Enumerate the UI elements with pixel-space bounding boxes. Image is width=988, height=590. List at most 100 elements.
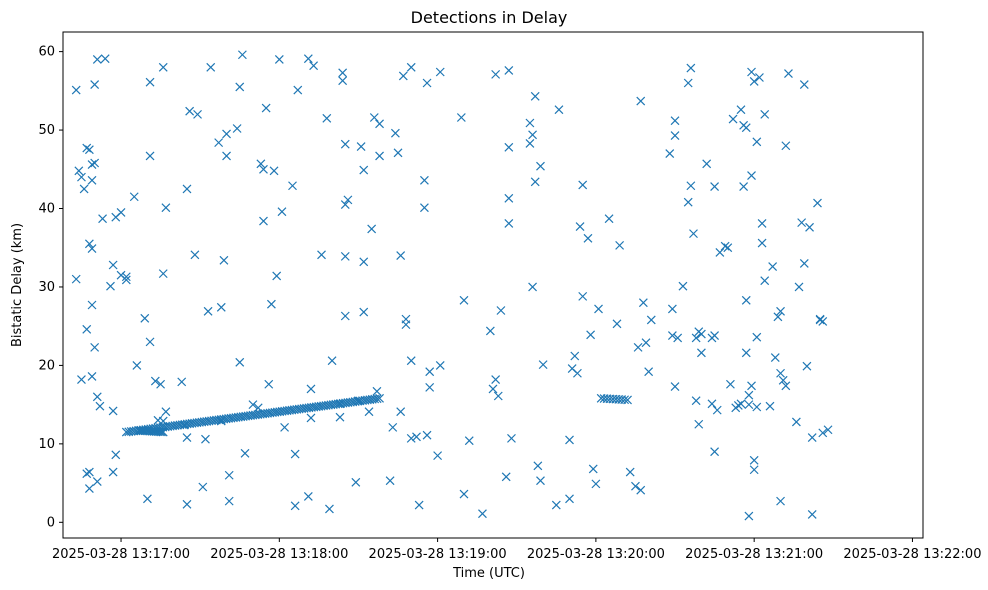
data-point: [340, 200, 350, 210]
data-point: [82, 469, 92, 479]
data-point: [615, 240, 625, 250]
data-point: [799, 259, 809, 268]
data-point: [435, 360, 445, 370]
data-point: [95, 401, 105, 411]
data-point: [198, 482, 208, 492]
data-point: [253, 403, 263, 413]
data-point: [264, 379, 274, 389]
data-point: [636, 96, 646, 106]
data-point: [741, 348, 751, 358]
data-point: [641, 338, 651, 348]
data-point: [206, 62, 216, 72]
data-point: [235, 82, 245, 92]
data-point: [504, 193, 514, 203]
data-point: [572, 368, 582, 378]
data-point: [145, 337, 155, 347]
data-point: [478, 509, 487, 519]
data-point: [578, 291, 588, 301]
data-point: [322, 113, 332, 123]
data-point: [565, 435, 574, 445]
data-point: [182, 433, 192, 443]
data-point: [813, 198, 822, 208]
data-point: [770, 353, 780, 362]
data-point: [359, 307, 369, 317]
data-point: [725, 379, 735, 389]
data-point: [422, 78, 432, 88]
data-point: [744, 400, 754, 410]
y-tick-label: 0: [47, 515, 55, 530]
data-point: [493, 391, 503, 401]
data-point: [768, 262, 778, 271]
x-tick-label: 2025-03-28 13:19:00: [369, 547, 507, 562]
data-point: [375, 151, 384, 161]
data-point: [456, 113, 466, 122]
data-point: [87, 175, 97, 185]
data-point: [398, 71, 408, 81]
data-point: [396, 251, 406, 261]
data-point: [177, 377, 187, 387]
data-point: [755, 73, 764, 82]
data-point: [794, 282, 804, 292]
data-point: [501, 472, 511, 482]
data-point: [776, 368, 785, 378]
data-point: [686, 63, 696, 73]
data-points: [71, 50, 833, 521]
data-point: [583, 233, 593, 243]
data-point: [781, 381, 791, 391]
data-point: [390, 128, 400, 138]
data-point: [504, 66, 514, 75]
data-point: [340, 311, 350, 321]
data-point: [683, 78, 693, 88]
data-point: [525, 118, 535, 128]
data-point: [741, 123, 751, 133]
data-point: [504, 142, 514, 152]
data-point: [84, 467, 94, 477]
data-point: [507, 433, 516, 443]
data-point: [256, 159, 266, 169]
data-point: [752, 402, 762, 412]
data-point: [364, 407, 374, 417]
data-point: [293, 85, 303, 95]
data-point: [306, 413, 316, 423]
data-point: [673, 333, 683, 343]
data-point: [121, 272, 131, 282]
data-point: [272, 271, 282, 281]
data-point: [433, 451, 443, 461]
data-point: [612, 319, 622, 329]
data-point: [87, 300, 97, 310]
data-point: [781, 141, 791, 151]
data-point: [106, 281, 115, 291]
data-point: [528, 130, 537, 140]
data-point: [351, 477, 361, 487]
data-point: [87, 244, 97, 253]
data-point: [741, 295, 751, 305]
data-point: [799, 80, 809, 89]
data-point: [79, 184, 89, 194]
data-point: [749, 76, 759, 86]
data-point: [116, 208, 126, 217]
data-point: [747, 381, 756, 391]
data-point: [145, 151, 155, 161]
data-point: [327, 356, 337, 366]
data-point: [818, 428, 828, 438]
data-point: [219, 255, 229, 265]
data-point: [536, 476, 545, 486]
data-point: [678, 281, 688, 291]
x-tick-label: 2025-03-28 13:17:00: [52, 547, 190, 562]
data-point: [715, 248, 725, 257]
data-point: [747, 171, 756, 180]
data-point: [369, 113, 379, 122]
data-point: [84, 145, 94, 155]
data-point: [784, 69, 793, 79]
data-point: [290, 449, 300, 459]
data-point: [335, 412, 345, 422]
data-point: [269, 166, 279, 176]
data-point: [551, 500, 561, 510]
data-point: [723, 243, 733, 253]
data-point: [372, 394, 382, 404]
y-tick-label: 50: [38, 123, 55, 138]
data-point: [108, 406, 118, 416]
data-point: [815, 314, 825, 324]
y-axis-ticks: 0 10 20 30 40 50 60: [38, 45, 63, 530]
data-point: [412, 432, 421, 442]
